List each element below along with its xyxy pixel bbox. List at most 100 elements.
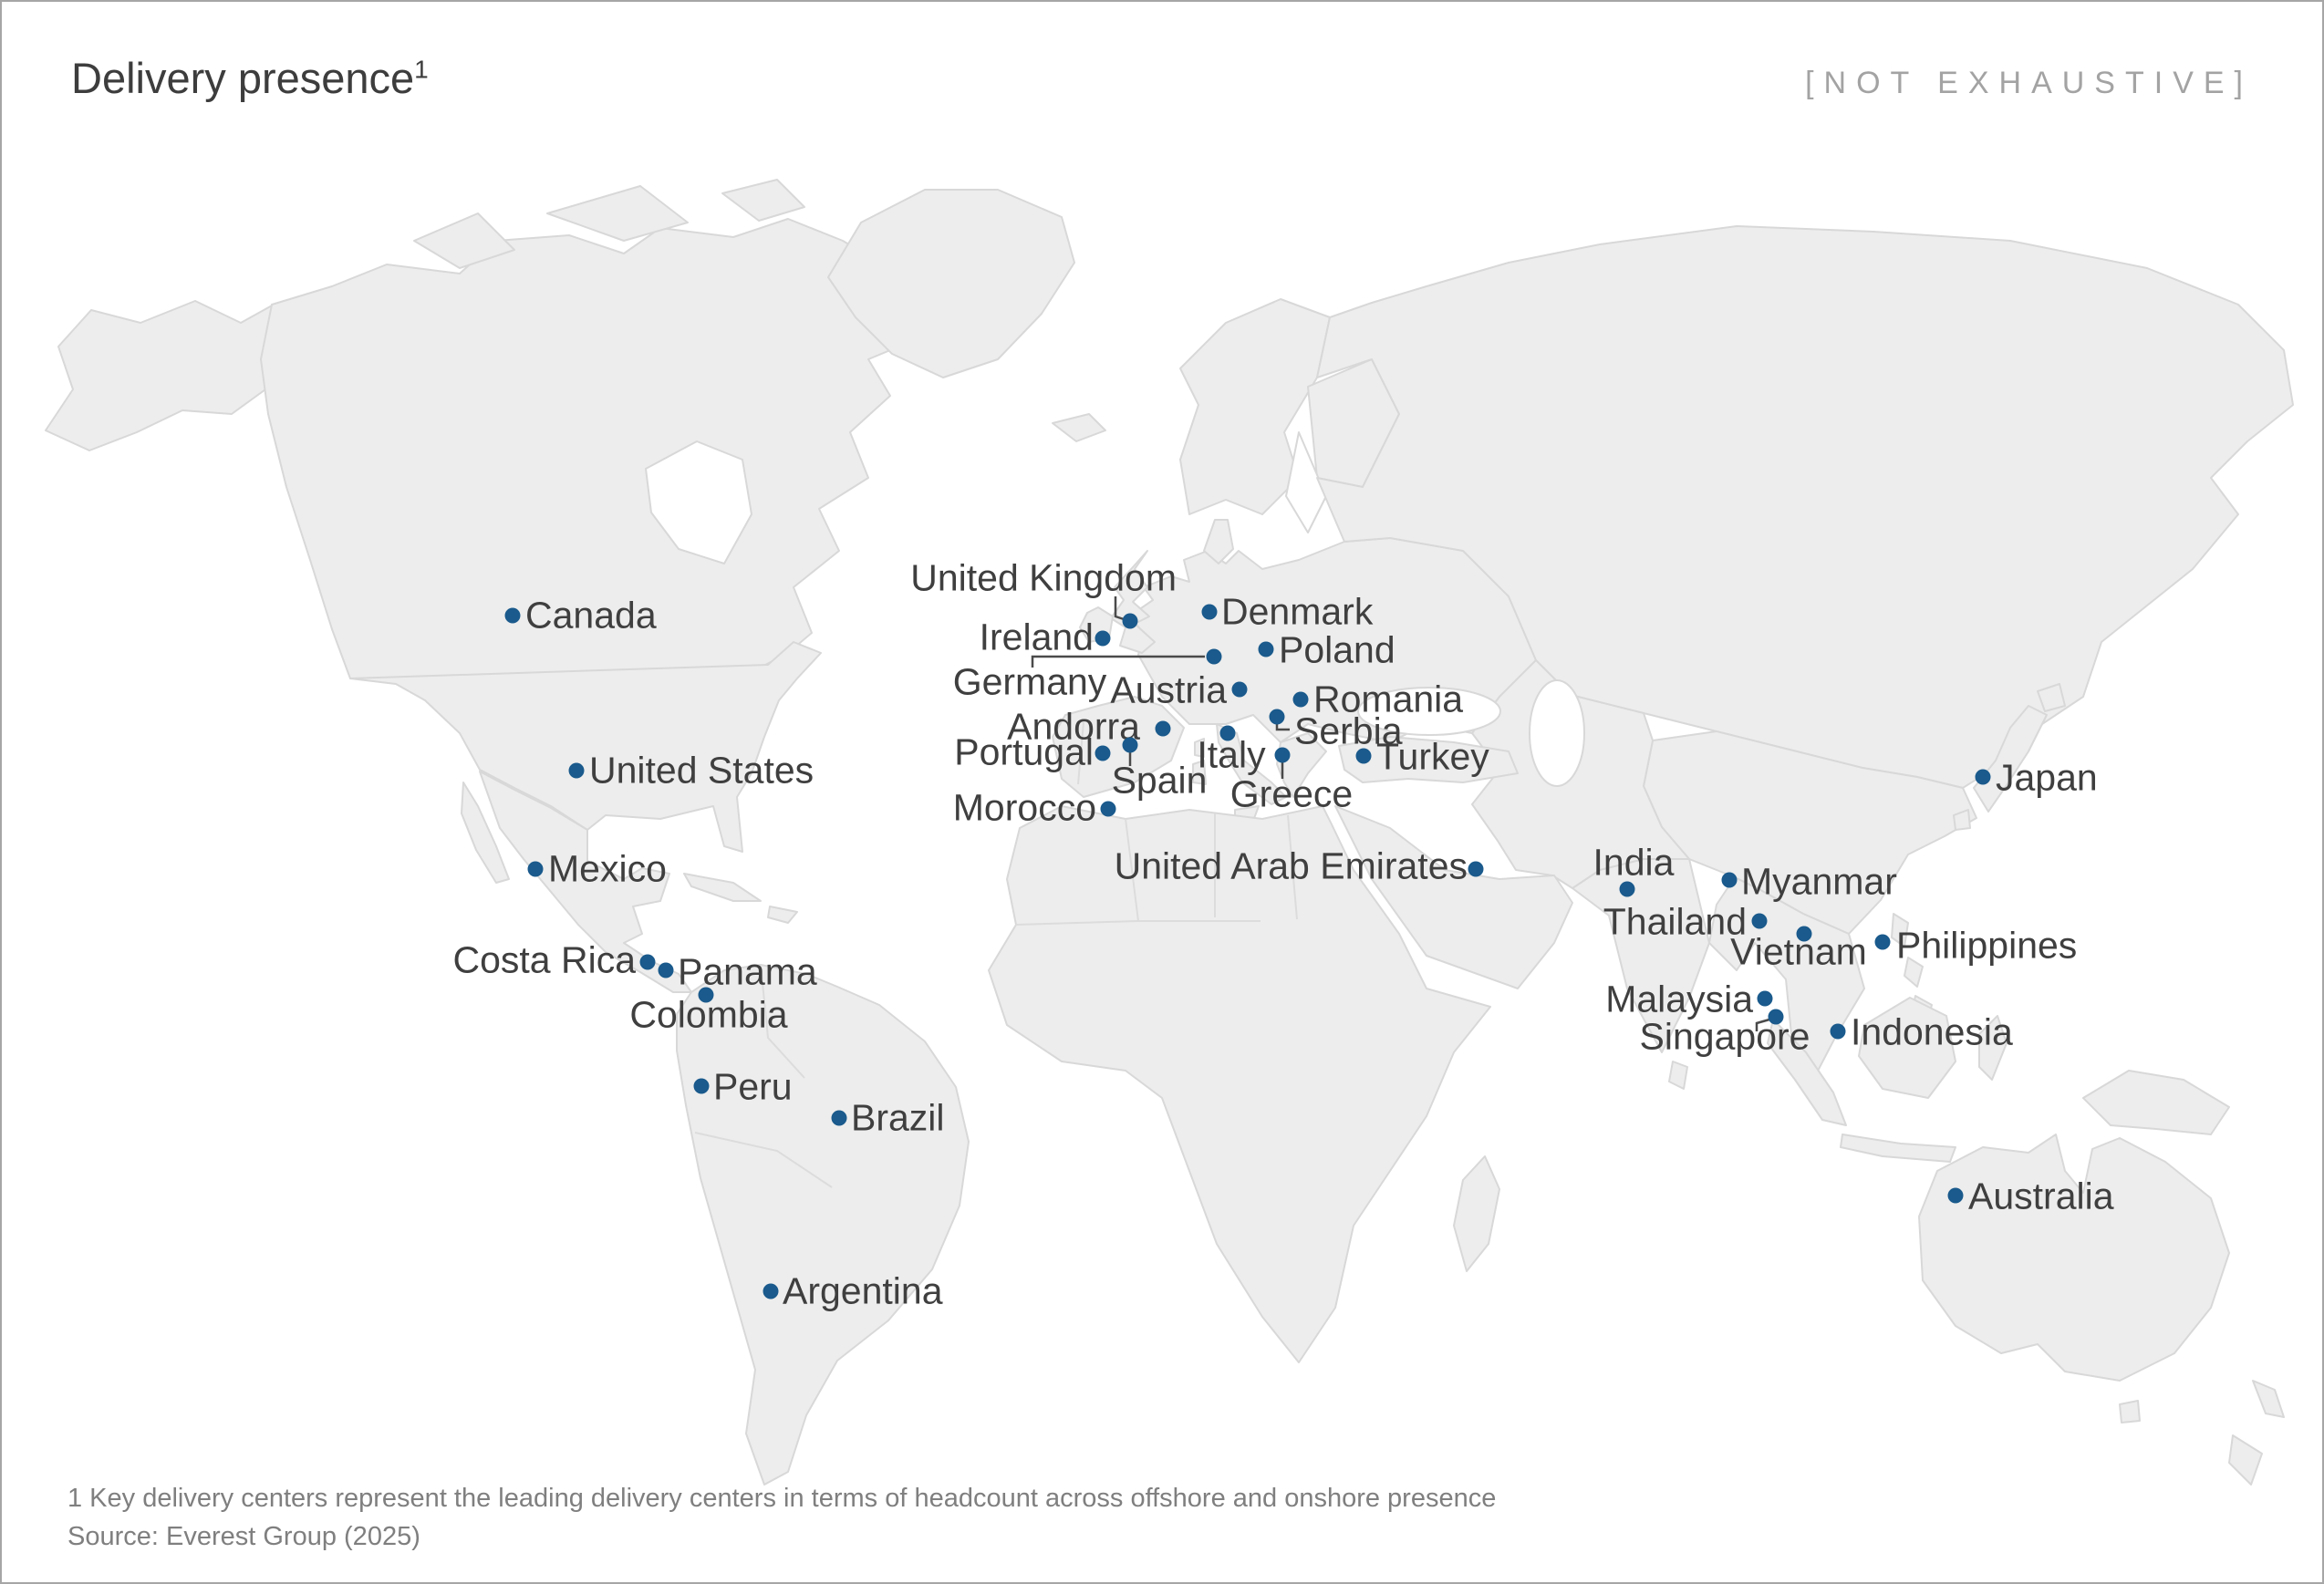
landmass-turkey [1338, 736, 1519, 783]
landmass-philippines-2 [1904, 957, 1924, 988]
landmass-new-guinea [2082, 1070, 2230, 1135]
landmass-cuba [683, 873, 762, 902]
marker-japan [1975, 769, 1991, 785]
marker-portugal [1095, 745, 1111, 761]
arctic-island-1 [413, 212, 515, 269]
landmass-hispaniola [767, 906, 798, 924]
landmass-italy [1216, 723, 1287, 805]
leader-line-germany [1031, 655, 1205, 668]
marker-australia [1947, 1187, 1964, 1204]
country-label-malaysia: Malaysia [1605, 978, 1753, 1020]
landmass-new-zealand-south [2228, 1434, 2263, 1486]
marker-canada [504, 607, 521, 624]
landmass-madagascar [1453, 1155, 1500, 1272]
marker-ireland [1095, 630, 1111, 647]
landmass-tasmania [2119, 1400, 2141, 1424]
landmass-usa [349, 641, 822, 853]
caspian-sea [1529, 679, 1585, 787]
country-label-mexico: Mexico [548, 847, 667, 890]
landmass-iberia [1052, 696, 1185, 798]
border-south-america-2 [694, 1132, 833, 1188]
landmass-balkans-greece [1276, 732, 1327, 798]
marker-andorra [1155, 720, 1171, 737]
page-title-footnote-ref: 1 [414, 55, 429, 84]
country-label-philippines: Philippines [1896, 924, 2078, 967]
landmass-corsica [1194, 738, 1205, 758]
country-label-brazil: Brazil [851, 1096, 945, 1139]
marker-brazil [831, 1110, 847, 1126]
not-exhaustive-tag: [NOT EXHAUSTIVE] [1805, 66, 2253, 100]
marker-singapore [1768, 1009, 1784, 1025]
page-title-text: Delivery presence [71, 54, 415, 102]
marker-italy [1219, 725, 1236, 741]
landmass-mexico-central-america [479, 771, 692, 993]
marker-spain [1122, 737, 1138, 753]
landmass-africa [988, 805, 1491, 1363]
marker-united-arab-emirates [1468, 861, 1484, 877]
country-label-united-kingdom: United Kingdom [910, 556, 1177, 599]
country-label-japan: Japan [1996, 756, 2098, 799]
country-label-ireland: Ireland [979, 616, 1094, 658]
country-label-germany: Germany [952, 660, 1107, 703]
landmass-alaska [45, 300, 289, 451]
marker-myanmar [1721, 872, 1738, 888]
country-label-canada: Canada [525, 594, 657, 637]
country-label-romania: Romania [1313, 678, 1464, 720]
border-africa-1 [1125, 818, 1139, 922]
marker-serbia [1269, 709, 1285, 725]
landmass-china-east-asia [1643, 730, 1977, 935]
border-portugal-spain [1077, 721, 1084, 785]
marker-united-kingdom [1122, 613, 1138, 629]
marker-united-states [568, 762, 585, 779]
country-label-united-states: United States [589, 749, 814, 792]
marker-indonesia [1830, 1023, 1846, 1040]
country-label-peru: Peru [713, 1065, 793, 1108]
country-label-denmark: Denmark [1221, 590, 1374, 633]
country-label-united-arab-emirates: United Arab Emirates [1114, 844, 1468, 887]
landmass-baja [461, 782, 510, 884]
country-label-turkey: Turkey [1376, 735, 1489, 778]
country-label-morocco: Morocco [952, 786, 1096, 829]
marker-mexico [527, 861, 544, 877]
country-label-colombia: Colombia [629, 993, 788, 1036]
country-label-singapore: Singapore [1639, 1015, 1810, 1058]
marker-turkey [1355, 748, 1372, 764]
leader-lines [1031, 596, 1770, 1031]
marker-vietnam [1796, 926, 1812, 942]
footnote: 1 Key delivery centers represent the lea… [67, 1484, 1497, 1513]
country-label-vietnam: Vietnam [1730, 930, 1867, 973]
marker-austria [1231, 681, 1248, 698]
leader-line-serbia [1275, 723, 1290, 731]
landmass-iceland [1052, 413, 1106, 442]
marker-india [1619, 881, 1635, 897]
landmass-new-zealand-north [2252, 1380, 2285, 1418]
border-africa-4 [1287, 814, 1298, 920]
page-title: Delivery presence1 [71, 53, 429, 103]
landmass-sri-lanka [1668, 1061, 1688, 1090]
arctic-island-3 [721, 179, 805, 222]
country-label-serbia: Serbia [1294, 709, 1403, 752]
marker-germany [1206, 648, 1222, 665]
marker-argentina [763, 1283, 779, 1299]
marker-thailand [1751, 913, 1768, 929]
marker-malaysia [1757, 990, 1773, 1007]
country-label-panama: Panama [678, 950, 817, 993]
landmass-hokkaido [2037, 683, 2066, 712]
country-label-italy: Italy [1197, 733, 1266, 776]
landmass-south-america [676, 964, 970, 1486]
marker-romania [1292, 691, 1309, 708]
border-africa-3 [1015, 920, 1261, 926]
marker-costa-rica [639, 954, 656, 970]
marker-panama [658, 962, 674, 978]
hudson-bay [645, 440, 752, 564]
country-label-india: India [1593, 841, 1675, 884]
country-label-andorra: Andorra [1007, 705, 1140, 748]
landmass-denmark [1203, 519, 1234, 564]
country-label-australia: Australia [1968, 1175, 2114, 1217]
border-south-america-1 [760, 964, 805, 1079]
source-note: Source: Everest Group (2025) [67, 1522, 420, 1552]
black-sea [1357, 687, 1501, 736]
country-label-greece: Greece [1229, 772, 1354, 815]
